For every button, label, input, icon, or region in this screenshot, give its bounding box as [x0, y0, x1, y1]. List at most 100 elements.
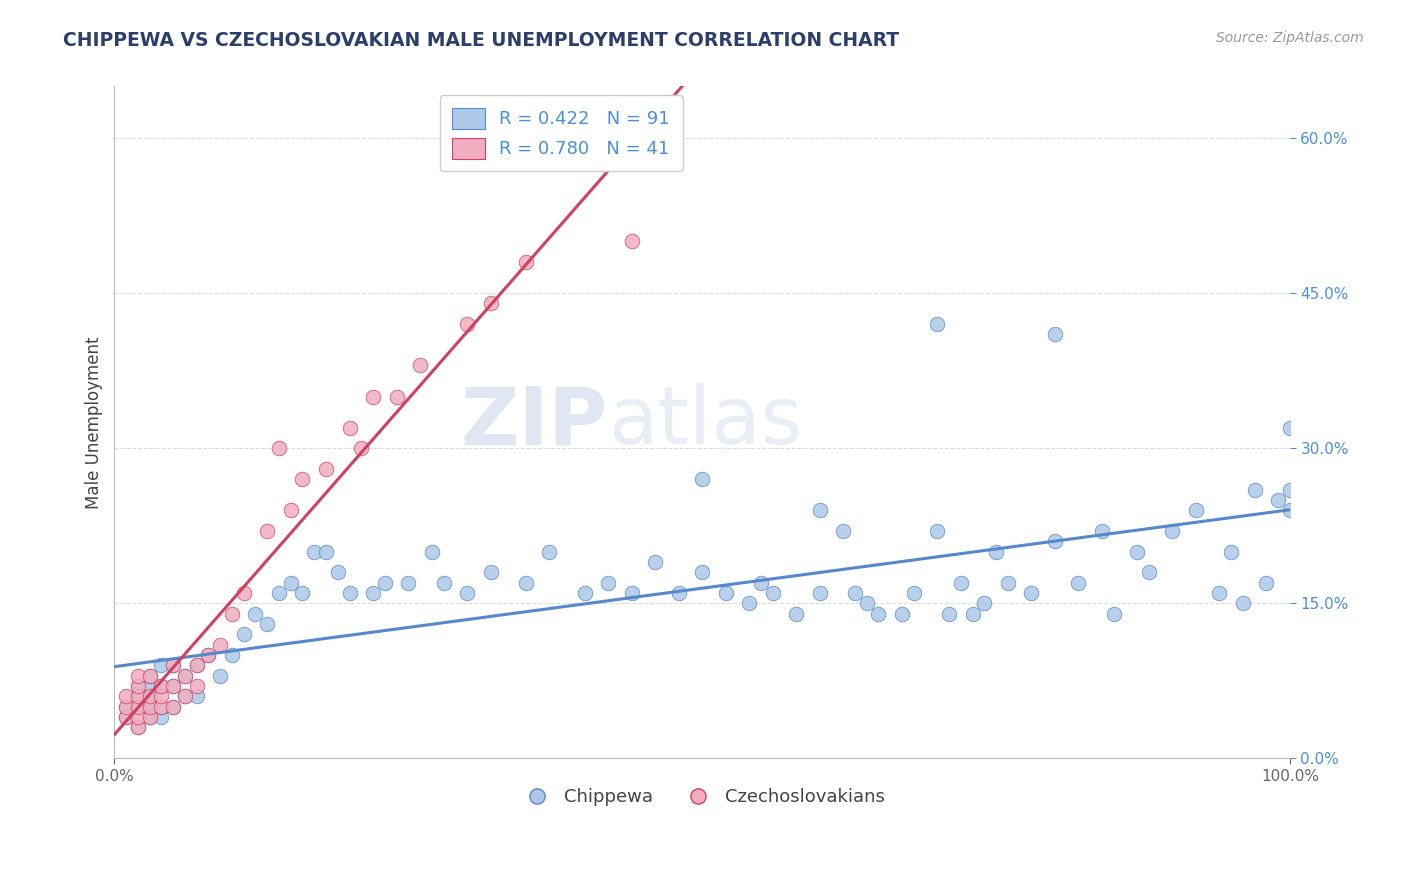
- Point: [1185, 503, 1208, 517]
- Point: [115, 710, 138, 724]
- Point: [138, 668, 160, 682]
- Point: [209, 638, 232, 652]
- Point: [138, 699, 160, 714]
- Point: [232, 586, 254, 600]
- Point: [150, 699, 173, 714]
- Point: [186, 679, 208, 693]
- Point: [1137, 566, 1160, 580]
- Point: [115, 710, 138, 724]
- Point: [162, 679, 184, 693]
- Point: [221, 648, 243, 662]
- Point: [138, 710, 160, 724]
- Point: [385, 390, 408, 404]
- Point: [267, 441, 290, 455]
- Legend: Chippewa, Czechoslovakians: Chippewa, Czechoslovakians: [512, 780, 893, 814]
- Point: [138, 690, 160, 704]
- Text: CHIPPEWA VS CZECHOSLOVAKIAN MALE UNEMPLOYMENT CORRELATION CHART: CHIPPEWA VS CZECHOSLOVAKIAN MALE UNEMPLO…: [63, 31, 900, 50]
- Point: [620, 586, 643, 600]
- Point: [1208, 586, 1230, 600]
- Point: [256, 616, 278, 631]
- Point: [620, 235, 643, 249]
- Point: [232, 627, 254, 641]
- Point: [127, 720, 149, 734]
- Point: [785, 607, 807, 621]
- Point: [127, 679, 149, 693]
- Point: [1243, 483, 1265, 497]
- Point: [1220, 544, 1243, 558]
- Point: [1043, 327, 1066, 342]
- Point: [456, 586, 478, 600]
- Point: [808, 586, 831, 600]
- Point: [291, 472, 314, 486]
- Point: [127, 699, 149, 714]
- Point: [326, 566, 349, 580]
- Point: [186, 658, 208, 673]
- Point: [690, 566, 713, 580]
- Point: [762, 586, 785, 600]
- Point: [1043, 534, 1066, 549]
- Point: [339, 420, 361, 434]
- Point: [903, 586, 925, 600]
- Point: [984, 544, 1007, 558]
- Point: [280, 575, 302, 590]
- Point: [127, 690, 149, 704]
- Point: [1232, 596, 1254, 610]
- Point: [127, 720, 149, 734]
- Point: [420, 544, 443, 558]
- Point: [361, 390, 384, 404]
- Point: [162, 699, 184, 714]
- Point: [855, 596, 877, 610]
- Point: [832, 524, 855, 538]
- Point: [221, 607, 243, 621]
- Point: [1267, 492, 1289, 507]
- Point: [350, 441, 373, 455]
- Point: [515, 255, 537, 269]
- Point: [315, 544, 337, 558]
- Point: [690, 472, 713, 486]
- Point: [150, 679, 173, 693]
- Point: [714, 586, 737, 600]
- Point: [749, 575, 772, 590]
- Point: [1019, 586, 1042, 600]
- Point: [927, 524, 949, 538]
- Point: [186, 658, 208, 673]
- Point: [267, 586, 290, 600]
- Point: [138, 668, 160, 682]
- Text: atlas: atlas: [609, 384, 803, 461]
- Point: [315, 462, 337, 476]
- Point: [150, 658, 173, 673]
- Point: [927, 317, 949, 331]
- Point: [1278, 503, 1301, 517]
- Point: [938, 607, 960, 621]
- Point: [162, 658, 184, 673]
- Point: [1278, 420, 1301, 434]
- Point: [138, 679, 160, 693]
- Point: [127, 690, 149, 704]
- Point: [644, 555, 666, 569]
- Point: [138, 710, 160, 724]
- Point: [1161, 524, 1184, 538]
- Point: [127, 699, 149, 714]
- Point: [245, 607, 267, 621]
- Point: [291, 586, 314, 600]
- Point: [127, 679, 149, 693]
- Point: [668, 586, 690, 600]
- Point: [432, 575, 454, 590]
- Point: [256, 524, 278, 538]
- Point: [127, 668, 149, 682]
- Point: [197, 648, 219, 662]
- Point: [1067, 575, 1090, 590]
- Point: [162, 699, 184, 714]
- Point: [1126, 544, 1149, 558]
- Point: [949, 575, 972, 590]
- Point: [174, 690, 197, 704]
- Point: [174, 668, 197, 682]
- Point: [997, 575, 1019, 590]
- Point: [339, 586, 361, 600]
- Point: [304, 544, 326, 558]
- Point: [361, 586, 384, 600]
- Point: [174, 668, 197, 682]
- Point: [479, 296, 502, 310]
- Point: [1102, 607, 1125, 621]
- Point: [374, 575, 396, 590]
